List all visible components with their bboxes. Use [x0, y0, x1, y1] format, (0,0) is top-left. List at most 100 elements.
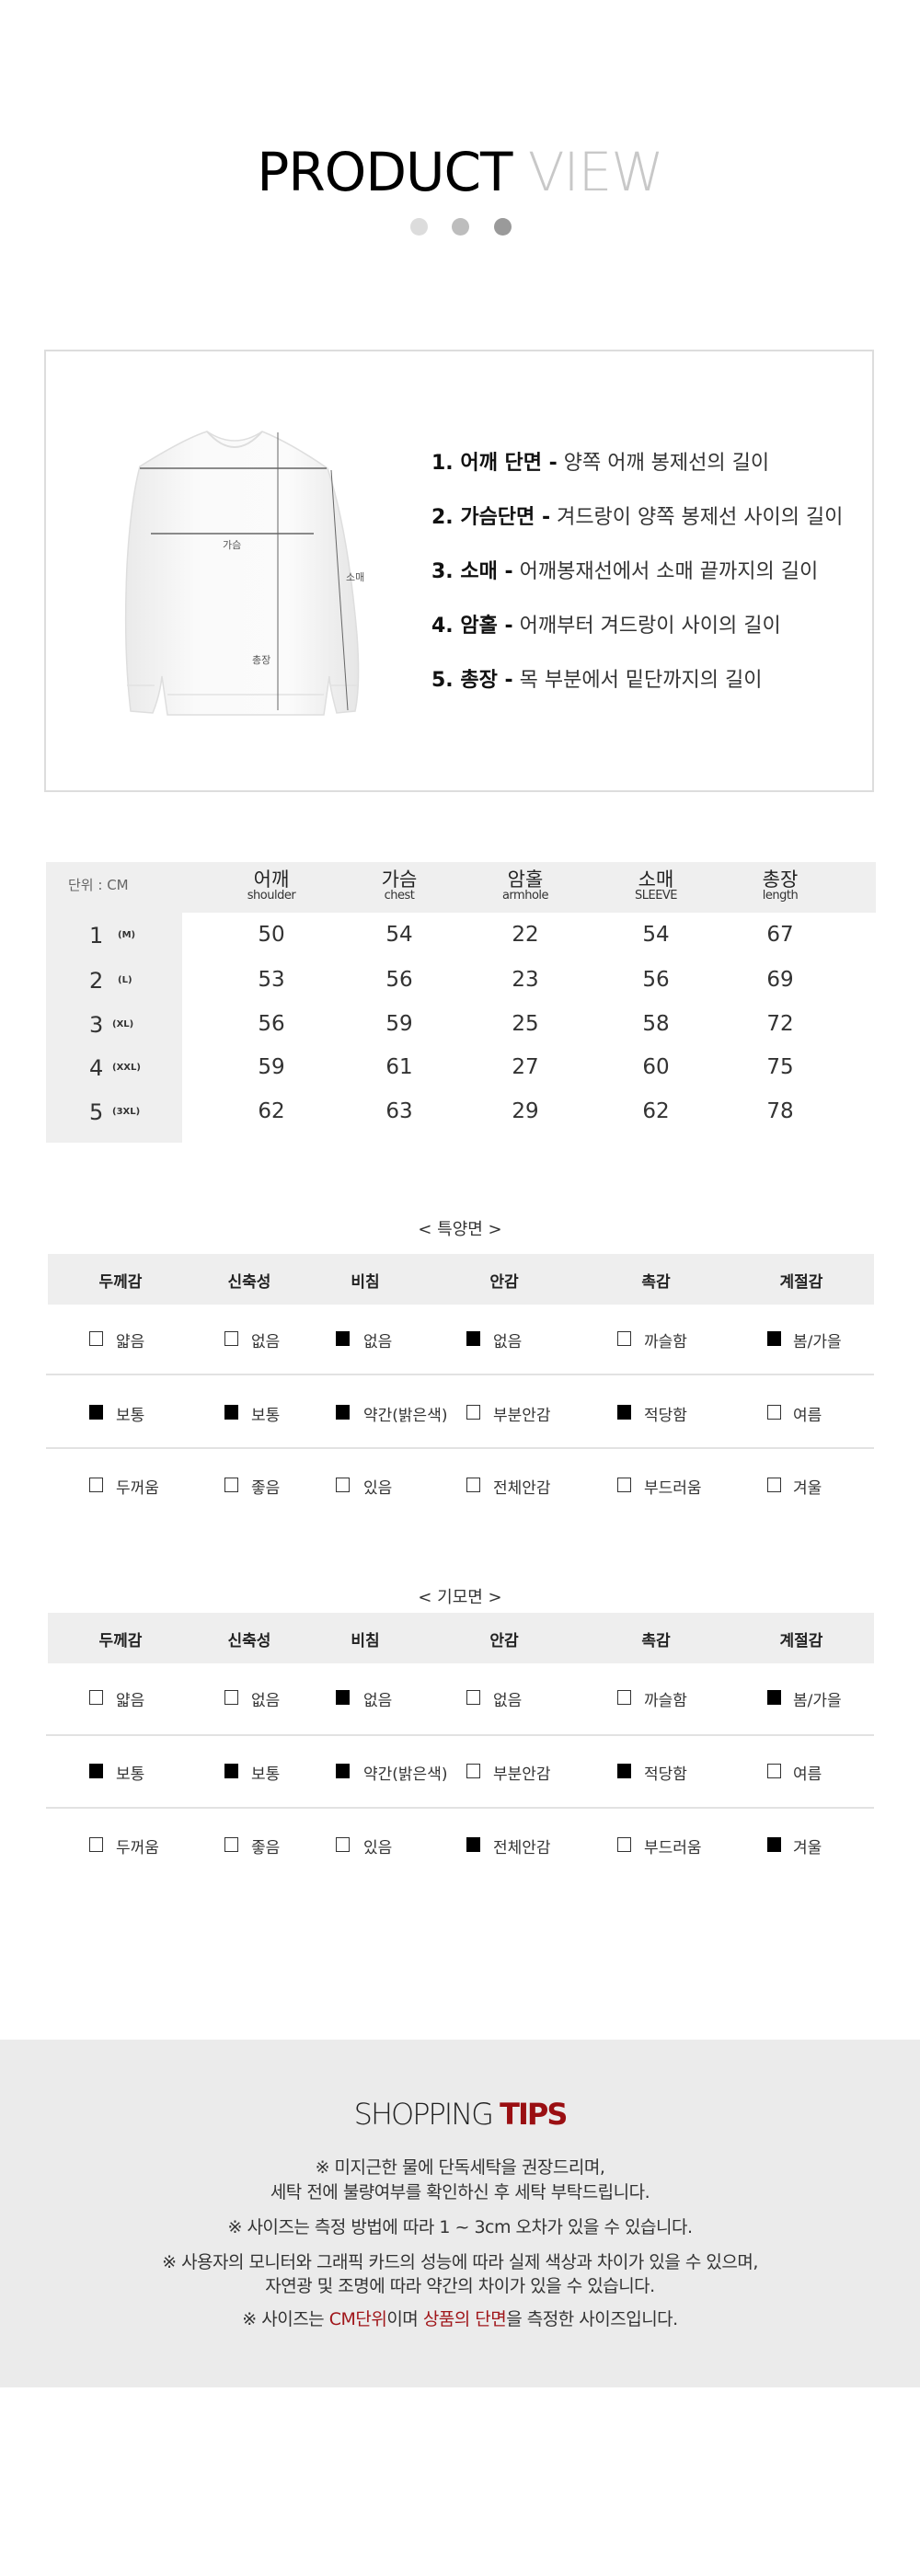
sleeve-line: [330, 469, 349, 711]
unchecked-box-icon: [336, 1837, 350, 1852]
unchecked-box-icon: [89, 1478, 103, 1492]
column-header-ko: 총장: [762, 868, 799, 891]
option-label: 보통: [251, 1407, 281, 1425]
size-value: 75: [766, 1055, 794, 1079]
measurement-guide-box: [44, 350, 874, 792]
checked-box-icon: [224, 1764, 238, 1778]
column-header-en: SLEEVE: [634, 889, 678, 903]
size-value: 60: [642, 1055, 670, 1079]
option-label: 없음: [493, 1333, 523, 1351]
size-value: 59: [258, 1055, 285, 1079]
size-number: 4: [89, 1055, 104, 1081]
size-value: 61: [385, 1055, 413, 1079]
tip-line: ※ 사용자의 모니터와 그래픽 카드의 성능에 따라 실제 색상과 차이가 있을…: [162, 2252, 758, 2272]
column-header: 총장 length: [716, 869, 845, 903]
column-header-en: armhole: [501, 889, 549, 903]
checked-box-icon: [336, 1405, 350, 1420]
unchecked-box-icon: [224, 1837, 238, 1852]
size-value: 22: [512, 923, 539, 947]
size-value: 62: [258, 1099, 285, 1123]
guide-term: 1. 어깨 단면 -: [431, 452, 558, 475]
tip-line: 세탁 전에 불량여부를 확인하신 후 세탁 부탁드립니다.: [270, 2182, 650, 2202]
option-label: 두꺼움: [116, 1839, 159, 1857]
option-label: 두꺼움: [116, 1479, 159, 1498]
option-label: 없음: [251, 1333, 281, 1351]
fabric-column-header: 안감: [489, 1632, 519, 1650]
guide-desc: 목 부분에서 밑단까지의 길이: [519, 669, 763, 692]
unchecked-box-icon: [224, 1478, 238, 1492]
column-header-en: chest: [384, 889, 415, 903]
option-label: 부분안감: [493, 1407, 551, 1425]
tips-title: SHOPPING TIPS: [0, 2097, 920, 2132]
checked-box-icon: [767, 1690, 781, 1705]
page-title: PRODUCT VIEW: [0, 140, 920, 204]
tips-title-light: SHOPPING: [353, 2097, 494, 2132]
title-bold: PRODUCT: [257, 141, 512, 203]
dot-indicator: [410, 218, 428, 236]
tip-text: ※ 사이즈는: [242, 2309, 329, 2329]
guide-item: 2. 가슴단면 - 겨드랑이 양쪽 봉제선 사이의 길이: [431, 504, 843, 532]
unchecked-box-icon: [617, 1837, 631, 1852]
fabric-table-header: [48, 1613, 874, 1663]
checked-box-icon: [617, 1405, 631, 1420]
size-value: 54: [385, 923, 413, 947]
checked-box-icon: [617, 1764, 631, 1778]
title-light: VIEW: [527, 141, 664, 203]
option-label: 좋음: [251, 1839, 281, 1857]
size-value: 58: [642, 1012, 670, 1036]
option-label: 보통: [116, 1407, 145, 1425]
unchecked-box-icon: [767, 1478, 781, 1492]
unchecked-box-icon: [466, 1764, 480, 1778]
option-label: 적당함: [644, 1407, 687, 1425]
option-label: 부분안감: [493, 1765, 551, 1784]
option-label: 봄/가을: [793, 1692, 842, 1710]
guide-term: 3. 소매 -: [431, 560, 513, 583]
unchecked-box-icon: [767, 1764, 781, 1778]
checked-box-icon: [336, 1331, 350, 1346]
unchecked-box-icon: [767, 1405, 781, 1420]
option-label: 없음: [363, 1692, 393, 1710]
checked-box-icon: [466, 1837, 480, 1852]
tip-text: 이며: [386, 2309, 423, 2329]
size-value: 53: [258, 968, 285, 992]
size-value: 56: [642, 968, 670, 992]
unchecked-box-icon: [617, 1331, 631, 1346]
option-label: 여름: [793, 1765, 822, 1784]
fabric-column-header: 계절감: [779, 1273, 823, 1292]
option-label: 약간(밝은색): [363, 1407, 448, 1425]
tip-highlight: CM단위: [328, 2309, 387, 2329]
checked-box-icon: [767, 1331, 781, 1346]
option-label: 약간(밝은색): [363, 1765, 448, 1784]
guide-item: 4. 암홀 - 어깨부터 겨드랑이 사이의 길이: [431, 613, 781, 640]
option-label: 없음: [251, 1692, 281, 1710]
size-value: 63: [385, 1099, 413, 1123]
row-divider: [46, 1447, 874, 1449]
guide-desc: 어깨봉재선에서 소매 끝까지의 길이: [519, 560, 819, 583]
checked-box-icon: [224, 1405, 238, 1420]
column-header: 어깨 shoulder: [207, 869, 336, 903]
size-value: 67: [766, 923, 794, 947]
dot-indicator: [452, 218, 469, 236]
checked-box-icon: [89, 1764, 103, 1778]
option-label: 부드러움: [644, 1479, 702, 1498]
option-label: 적당함: [644, 1765, 687, 1784]
shopping-tips-section: [0, 2040, 920, 2387]
guide-item: 5. 총장 - 목 부분에서 밑단까지의 길이: [431, 667, 762, 695]
unchecked-box-icon: [466, 1405, 480, 1420]
option-label: 전체안감: [493, 1839, 551, 1857]
column-header-ko: 암홀: [507, 868, 544, 891]
checked-box-icon: [767, 1837, 781, 1852]
unchecked-box-icon: [617, 1690, 631, 1705]
unchecked-box-icon: [336, 1478, 350, 1492]
fabric-column-header: 안감: [489, 1273, 519, 1292]
sleeve-label: 소매: [346, 571, 365, 583]
row-divider: [46, 1807, 874, 1809]
unchecked-box-icon: [466, 1690, 480, 1705]
tip-line: 자연광 및 조명에 따라 약간의 차이가 있을 수 있습니다.: [265, 2276, 655, 2296]
fabric-column-header: 계절감: [779, 1632, 823, 1650]
unchecked-box-icon: [89, 1331, 103, 1346]
tip-line: ※ 사이즈는 CM단위이며 상품의 단면을 측정한 사이즈입니다.: [0, 2306, 920, 2330]
size-value: 50: [258, 923, 285, 947]
option-label: 없음: [363, 1333, 393, 1351]
dot-indicator: [494, 218, 512, 236]
